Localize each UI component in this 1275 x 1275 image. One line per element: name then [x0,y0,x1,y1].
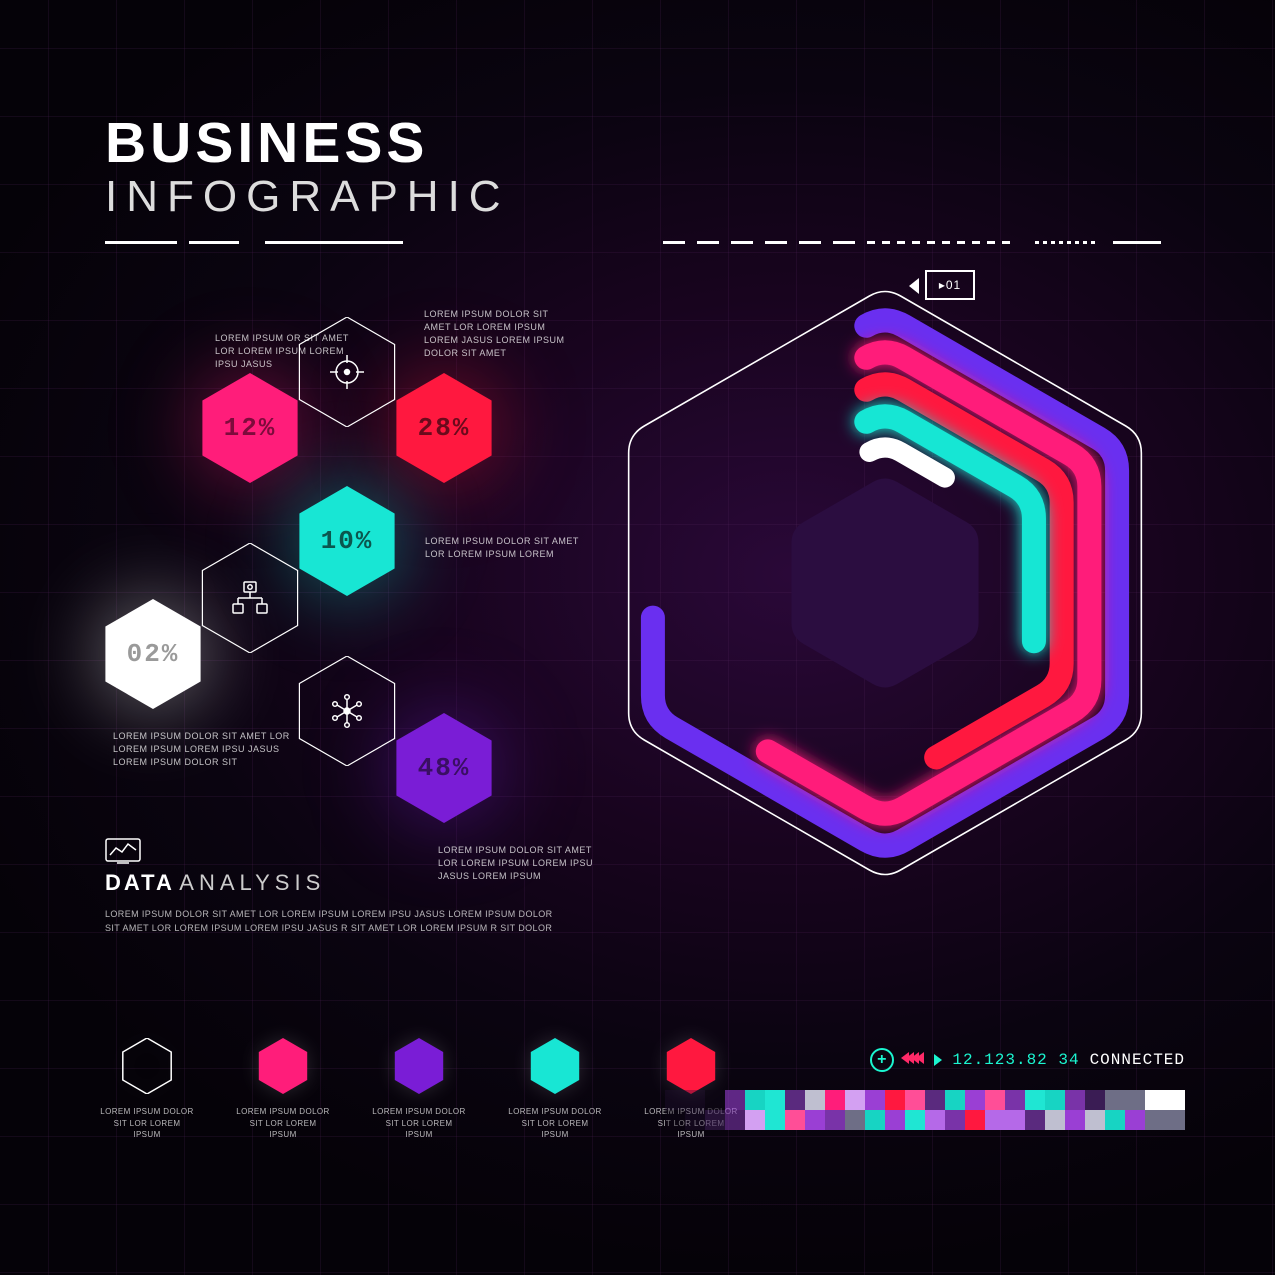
title-line2: INFOGRAPHIC [105,172,510,222]
legend-row: LOREM IPSUM DOLOR SIT LOR LOREM IPSUM LOR… [100,1038,738,1141]
hex-node-outline1 [292,317,402,427]
hex-caption: LOREM IPSUM DOLOR SIT AMET LOR LOREM IPS… [424,308,574,360]
hex-node-red: 28% [389,373,499,483]
data-analysis-body: LOREM IPSUM DOLOR SIT AMET LOR LOREM IPS… [105,908,565,936]
data-analysis-block: DATA ANALYSIS LOREM IPSUM DOLOR SIT AMET… [105,870,565,936]
hex-value: 48% [389,713,499,823]
legend-caption: LOREM IPSUM DOLOR SIT LOR LOREM IPSUM [236,1106,330,1141]
title-block: BUSINESS INFOGRAPHIC [105,110,510,222]
hex-node-magenta: 12% [195,373,305,483]
legend-caption: LOREM IPSUM DOLOR SIT LOR LOREM IPSUM [100,1106,194,1141]
title-line1: BUSINESS [105,110,510,176]
hex-caption: LOREM IPSUM DOLOR SIT AMET LOR LOREM IPS… [113,730,293,769]
hex-node-purple: 48% [389,713,499,823]
data-analysis-title: DATA ANALYSIS [105,870,565,896]
connection-ip: 12.123.82 34 [952,1051,1079,1069]
hex-cluster: 12%LOREM IPSUM OR SIT AMET LOR LOREM IPS… [95,300,615,860]
nav-forward-icon [934,1054,942,1066]
nav-arrows-icon [904,1051,924,1069]
hex-node-cyan: 10% [292,486,402,596]
hex-value: 10% [292,486,402,596]
hex-node-outline3 [292,656,402,766]
connection-status: + 12.123.82 34 CONNECTED [870,1048,1185,1072]
plus-icon: + [870,1048,894,1072]
chart-icon [105,838,141,871]
da-title-thin: ANALYSIS [179,870,325,895]
target-icon [292,317,402,427]
hex-value: 02% [98,599,208,709]
legend-item-2: LOREM IPSUM DOLOR SIT LOR LOREM IPSUM [372,1038,466,1141]
hex-node-white: 02% [98,599,208,709]
pixel-strip [665,1090,1185,1130]
da-title-bold: DATA [105,870,175,895]
hex-value: 12% [195,373,305,483]
header-divider [105,235,1165,249]
hex-node-outline2 [195,543,305,653]
hex-value: 28% [389,373,499,483]
legend-item-0: LOREM IPSUM DOLOR SIT LOR LOREM IPSUM [100,1038,194,1141]
legend-caption: LOREM IPSUM DOLOR SIT LOR LOREM IPSUM [508,1106,602,1141]
legend-caption: LOREM IPSUM DOLOR SIT LOR LOREM IPSUM [372,1106,466,1141]
org-icon [195,543,305,653]
concentric-hex-chart [565,278,1205,888]
legend-item-3: LOREM IPSUM DOLOR SIT LOR LOREM IPSUM [508,1038,602,1141]
molecule-icon [292,656,402,766]
legend-item-1: LOREM IPSUM DOLOR SIT LOR LOREM IPSUM [236,1038,330,1141]
connection-word: CONNECTED [1090,1051,1185,1069]
